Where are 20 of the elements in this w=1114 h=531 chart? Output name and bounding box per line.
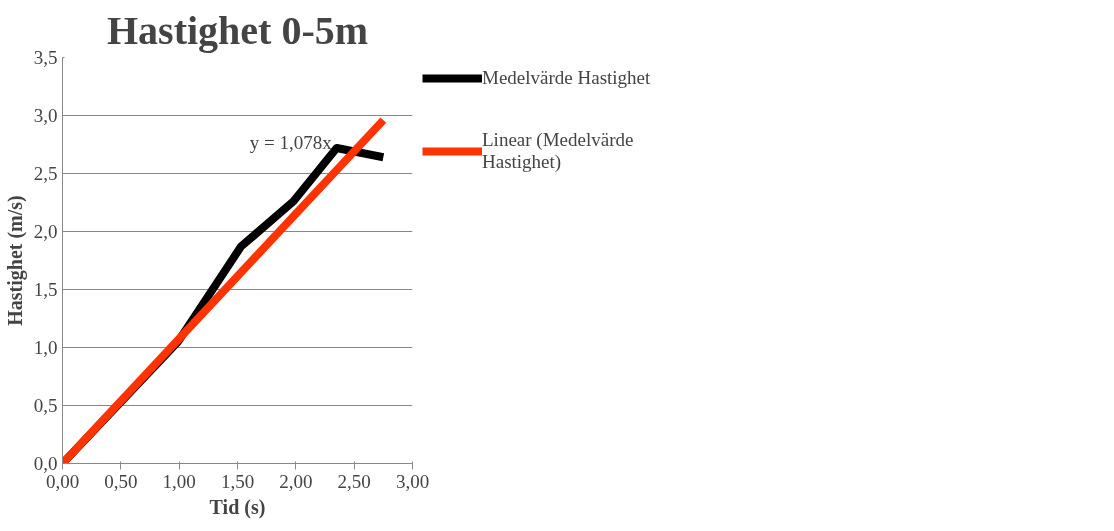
- y-tick-label: 0,5: [33, 395, 58, 416]
- y-tick-label: 1,5: [33, 279, 58, 300]
- y-tick-label: 2,0: [33, 221, 58, 242]
- x-tick-label: 2,50: [337, 470, 371, 492]
- x-tick-label: 0,50: [104, 470, 138, 492]
- legend-label: Medelvärde Hastighet: [482, 67, 651, 89]
- chart-title: Hastighet 0-5m: [106, 7, 369, 53]
- x-axis-title: Tid (s): [209, 495, 266, 519]
- x-tick-label: 3,00: [395, 470, 430, 492]
- legend-label: Linear (Medelvärde Hastighet): [482, 129, 634, 173]
- y-tick-label: 3,0: [33, 105, 58, 126]
- y-tick-label: 0,0: [33, 453, 58, 474]
- annotation: y = 1,078x: [249, 132, 333, 154]
- x-tick-label: 2,00: [279, 470, 313, 492]
- y-tick-label: 3,5: [33, 47, 58, 68]
- y-axis-title: Hastighet (m/s): [3, 195, 27, 326]
- x-tick-label: 1,50: [220, 470, 255, 492]
- x-tick-label: 1,00: [162, 470, 196, 492]
- y-tick-label: 2,5: [33, 163, 58, 184]
- y-tick-label: 1,0: [33, 337, 58, 358]
